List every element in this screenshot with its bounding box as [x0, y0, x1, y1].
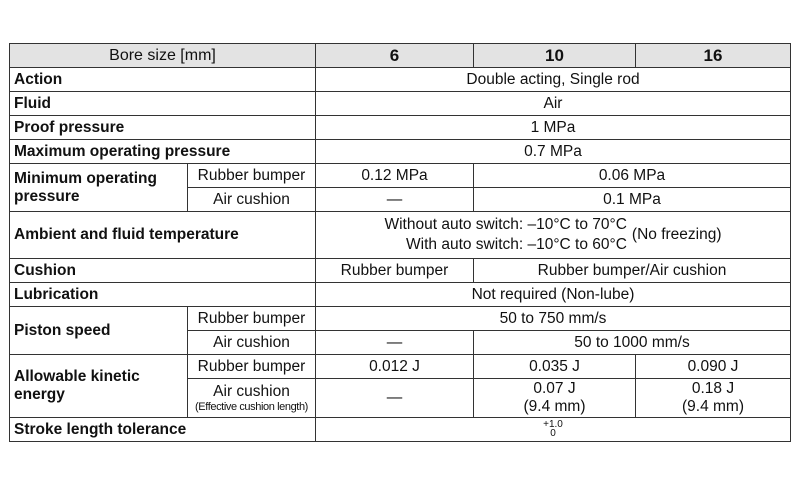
min-operating-pressure-label-line2: pressure	[14, 187, 80, 205]
kinetic-energy-label-line2: energy	[14, 386, 65, 403]
piston-air-label: Air cushion	[187, 330, 316, 355]
lubrication-value: Not required (Non-lube)	[315, 282, 791, 307]
ambient-temperature-row: Ambient and fluid temperature Without au…	[9, 211, 791, 259]
max-operating-pressure-value: 0.7 MPa	[315, 139, 791, 164]
lubrication-label: Lubrication	[9, 282, 316, 307]
kinetic-energy-label-line1: Allowable kinetic	[14, 368, 140, 385]
min-operating-pressure-label: Minimum operating pressure	[9, 163, 188, 212]
kinetic-rubber-6: 0.012 J	[315, 354, 474, 379]
max-operating-pressure-row: Maximum operating pressure 0.7 MPa	[9, 139, 791, 164]
kinetic-rubber-label: Rubber bumper	[187, 354, 316, 379]
kinetic-rubber-16: 0.090 J	[635, 354, 791, 379]
fluid-label: Fluid	[9, 91, 316, 116]
bore-16-header: 16	[635, 43, 791, 68]
kinetic-energy-row-rubber: Allowable kinetic energy Rubber bumper 0…	[9, 354, 791, 418]
min-op-air-10-16: 0.1 MPa	[473, 187, 791, 212]
min-operating-pressure-row-rubber: Minimum operating pressure Rubber bumper…	[9, 163, 791, 212]
piston-speed-label: Piston speed	[9, 306, 188, 355]
min-operating-pressure-label-line1: Minimum operating	[14, 169, 157, 187]
min-op-rubber-10-16: 0.06 MPa	[473, 163, 791, 188]
fluid-value: Air	[315, 91, 791, 116]
kinetic-air-label-main: Air cushion	[213, 382, 290, 400]
piston-rubber-all: 50 to 750 mm/s	[315, 306, 791, 331]
proof-pressure-row: Proof pressure 1 MPa	[9, 115, 791, 140]
min-op-air-label: Air cushion	[187, 187, 316, 212]
header-row: Bore size [mm] 6 10 16	[9, 43, 791, 68]
ambient-line-with-switch: With auto switch: –10°C to 60°C	[406, 236, 627, 253]
kinetic-air-label-sub: (Effective cushion length)	[195, 400, 308, 413]
kinetic-rubber-10: 0.035 J	[473, 354, 636, 379]
stroke-tolerance-upper: +1.0	[543, 419, 563, 431]
ambient-line-without-switch: Without auto switch: –10°C to 70°C	[384, 216, 627, 233]
piston-rubber-label: Rubber bumper	[187, 306, 316, 331]
proof-pressure-value: 1 MPa	[315, 115, 791, 140]
action-row: Action Double acting, Single rod	[9, 67, 791, 92]
ambient-temperature-label: Ambient and fluid temperature	[9, 211, 316, 259]
kinetic-air-label: Air cushion (Effective cushion length)	[187, 378, 316, 418]
piston-air-6: —	[315, 330, 474, 355]
proof-pressure-label: Proof pressure	[9, 115, 316, 140]
stroke-tolerance-row: Stroke length tolerance +1.0 0	[9, 417, 791, 442]
piston-air-10-16: 50 to 1000 mm/s	[473, 330, 791, 355]
action-value: Double acting, Single rod	[315, 67, 791, 92]
min-op-air-6: —	[315, 187, 474, 212]
kinetic-energy-label: Allowable kinetic energy	[9, 354, 188, 418]
min-op-rubber-6: 0.12 MPa	[315, 163, 474, 188]
bore-size-header: Bore size [mm]	[9, 43, 316, 68]
kinetic-air-16-length: (9.4 mm)	[682, 398, 744, 415]
piston-speed-row-air: Air cushion — 50 to 1000 mm/s	[10, 330, 791, 355]
fluid-row: Fluid Air	[9, 91, 791, 116]
ambient-temperature-value: Without auto switch: –10°C to 70°C With …	[315, 211, 791, 259]
kinetic-air-10-value: 0.07 J	[533, 380, 576, 397]
kinetic-air-6: —	[315, 378, 474, 418]
cushion-6: Rubber bumper	[315, 258, 474, 283]
cushion-row: Cushion Rubber bumper Rubber bumper/Air …	[9, 258, 791, 283]
piston-speed-row-rubber: Piston speed Rubber bumper 50 to 750 mm/…	[9, 306, 791, 355]
stroke-tolerance-label: Stroke length tolerance	[9, 417, 316, 442]
stroke-tolerance-value: +1.0 0	[315, 417, 791, 442]
bore-10-header: 10	[473, 43, 636, 68]
kinetic-air-10-length: (9.4 mm)	[523, 398, 586, 415]
stroke-tolerance-lower: 0	[550, 428, 556, 440]
cushion-10-16: Rubber bumper/Air cushion	[473, 258, 791, 283]
spec-table: Bore size [mm] 6 10 16 Action Double act…	[9, 43, 791, 442]
min-op-rubber-label: Rubber bumper	[187, 163, 316, 188]
max-operating-pressure-label: Maximum operating pressure	[9, 139, 316, 164]
kinetic-air-16: 0.18 J (9.4 mm)	[635, 378, 791, 418]
cushion-label: Cushion	[9, 258, 316, 283]
kinetic-air-16-value: 0.18 J	[691, 380, 735, 397]
action-label: Action	[9, 67, 316, 92]
lubrication-row: Lubrication Not required (Non-lube)	[9, 282, 791, 307]
ambient-no-freezing-note: (No freezing)	[631, 226, 722, 243]
bore-6-header: 6	[315, 43, 474, 68]
kinetic-air-10: 0.07 J (9.4 mm)	[473, 378, 636, 418]
